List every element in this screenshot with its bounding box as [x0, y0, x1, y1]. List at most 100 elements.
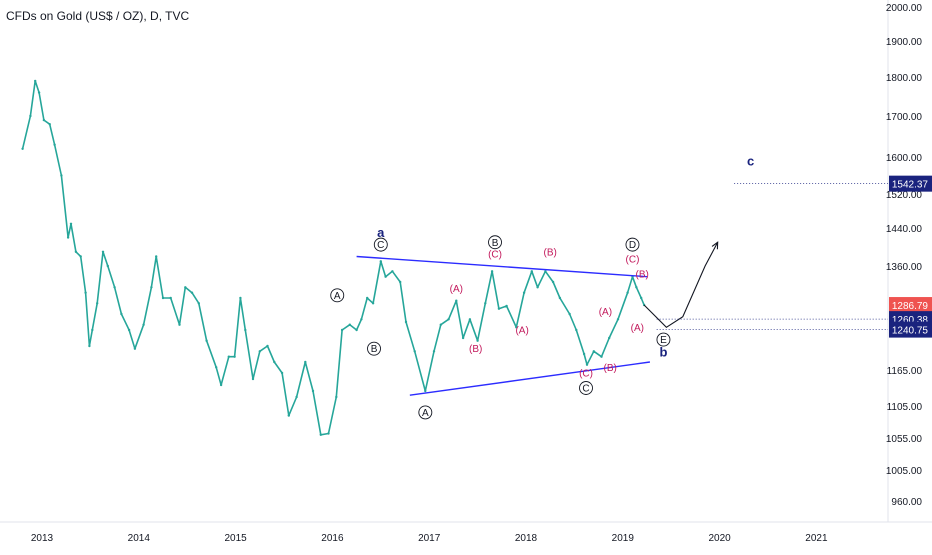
wave-label-circled: B: [371, 344, 378, 355]
price-point: [280, 371, 284, 375]
price-point: [497, 307, 501, 310]
price-point: [600, 355, 603, 358]
wave-label-circle: [330, 288, 345, 303]
price-point: [439, 323, 442, 326]
price-marker-badge[interactable]: [889, 297, 932, 314]
price-point: [34, 79, 37, 83]
time-axis[interactable]: 2013 2014 2015 2016 2017 2018 2019 2020 2021: [31, 533, 828, 544]
price-point: [530, 270, 533, 273]
price-point: [515, 326, 518, 329]
wave-label-circled: A: [422, 408, 429, 419]
price-point: [404, 320, 408, 324]
price-point: [371, 302, 375, 305]
price-point: [455, 299, 458, 302]
price-point: [197, 302, 200, 305]
price-tick-label: 1600.00: [886, 153, 923, 164]
price-point: [468, 318, 472, 321]
price-point: [582, 352, 586, 356]
price-point: [413, 350, 416, 353]
price-point: [505, 304, 508, 308]
price-point: [142, 323, 145, 326]
price-point: [424, 389, 427, 393]
price-point: [592, 350, 595, 353]
price-tick-label: 1005.00: [886, 466, 923, 477]
projection-curve[interactable]: [643, 242, 719, 329]
price-point: [384, 275, 387, 278]
price-point: [215, 366, 218, 369]
wave-label-circle: [579, 381, 593, 395]
price-point: [233, 355, 236, 358]
price-point: [626, 291, 629, 294]
price-point: [155, 255, 158, 258]
price-point: [66, 236, 70, 239]
price-tick-label: 1360.00: [886, 262, 923, 273]
price-point: [335, 395, 338, 399]
price-point: [79, 255, 82, 258]
price-point: [48, 123, 51, 126]
trendline-lower[interactable]: [409, 361, 650, 396]
wave-label-minor: (C): [579, 369, 593, 380]
price-point: [161, 296, 165, 300]
wave-label-circled: D: [629, 240, 636, 251]
wave-label-circle: [373, 237, 388, 252]
price-tick-label: 1900.00: [886, 37, 923, 48]
price-point: [476, 339, 479, 342]
price-point: [120, 312, 123, 316]
price-marker-badge[interactable]: [889, 321, 932, 338]
price-marker-label: 1286.79: [892, 301, 929, 312]
price-series-line: [21, 80, 645, 436]
wave-label-minor: (B): [604, 363, 617, 374]
price-point: [287, 414, 290, 417]
price-point: [635, 286, 638, 289]
price-point: [96, 302, 99, 305]
price-point: [608, 336, 611, 340]
price-point: [360, 318, 363, 321]
price-point: [568, 312, 571, 316]
price-tick-label: 1165.00: [887, 366, 923, 377]
price-point: [53, 143, 56, 146]
price-tick-label: 1700.00: [886, 112, 923, 123]
price-point: [184, 286, 187, 289]
price-marker-badge[interactable]: [889, 175, 932, 192]
series-layer: [21, 79, 646, 436]
price-point: [37, 91, 41, 94]
price-point: [273, 360, 276, 364]
price-point: [522, 291, 526, 294]
wave-label-minor: (A): [450, 284, 463, 295]
wave-label-layer: aCABA(A)(B)(C)B(A)(B)(C)C(B)(A)(C)D(B)(A…: [330, 154, 754, 420]
price-marker-label: 1542.37: [892, 180, 929, 191]
price-point: [266, 344, 269, 348]
wave-label-circle: [625, 237, 640, 252]
price-point: [640, 296, 643, 300]
price-marker-label: 1240.75: [892, 326, 929, 337]
price-point: [169, 296, 172, 300]
projection-arrowhead: [711, 241, 719, 250]
price-tick-label: 2000.00: [886, 3, 923, 14]
time-tick-label: 2014: [128, 533, 151, 544]
price-point: [585, 363, 589, 366]
price-point: [113, 286, 116, 289]
price-point: [536, 286, 539, 289]
price-tick-label: 960.00: [891, 497, 922, 508]
price-point: [29, 114, 32, 118]
price-point: [490, 270, 494, 273]
wave-label-major: b: [659, 344, 667, 359]
trendline-upper[interactable]: [356, 255, 648, 278]
price-point: [178, 323, 181, 326]
price-point: [366, 296, 369, 300]
wave-label-circle: [418, 405, 433, 420]
wave-label-minor: (B): [469, 344, 482, 355]
price-point: [399, 280, 402, 284]
price-point: [327, 432, 330, 435]
price-point: [205, 339, 208, 342]
time-tick-label: 2017: [418, 533, 441, 544]
price-tick-label: 1105.00: [887, 402, 923, 413]
wave-label-circle: [488, 235, 502, 250]
price-point: [133, 347, 137, 350]
price-axis[interactable]: 2000.00 1900.00 1800.00 1700.00 1600.00 1520.…: [886, 3, 923, 508]
price-point: [84, 291, 87, 294]
wave-label-circled: C: [582, 384, 589, 395]
price-point: [244, 328, 247, 332]
time-tick-label: 2019: [612, 533, 635, 544]
